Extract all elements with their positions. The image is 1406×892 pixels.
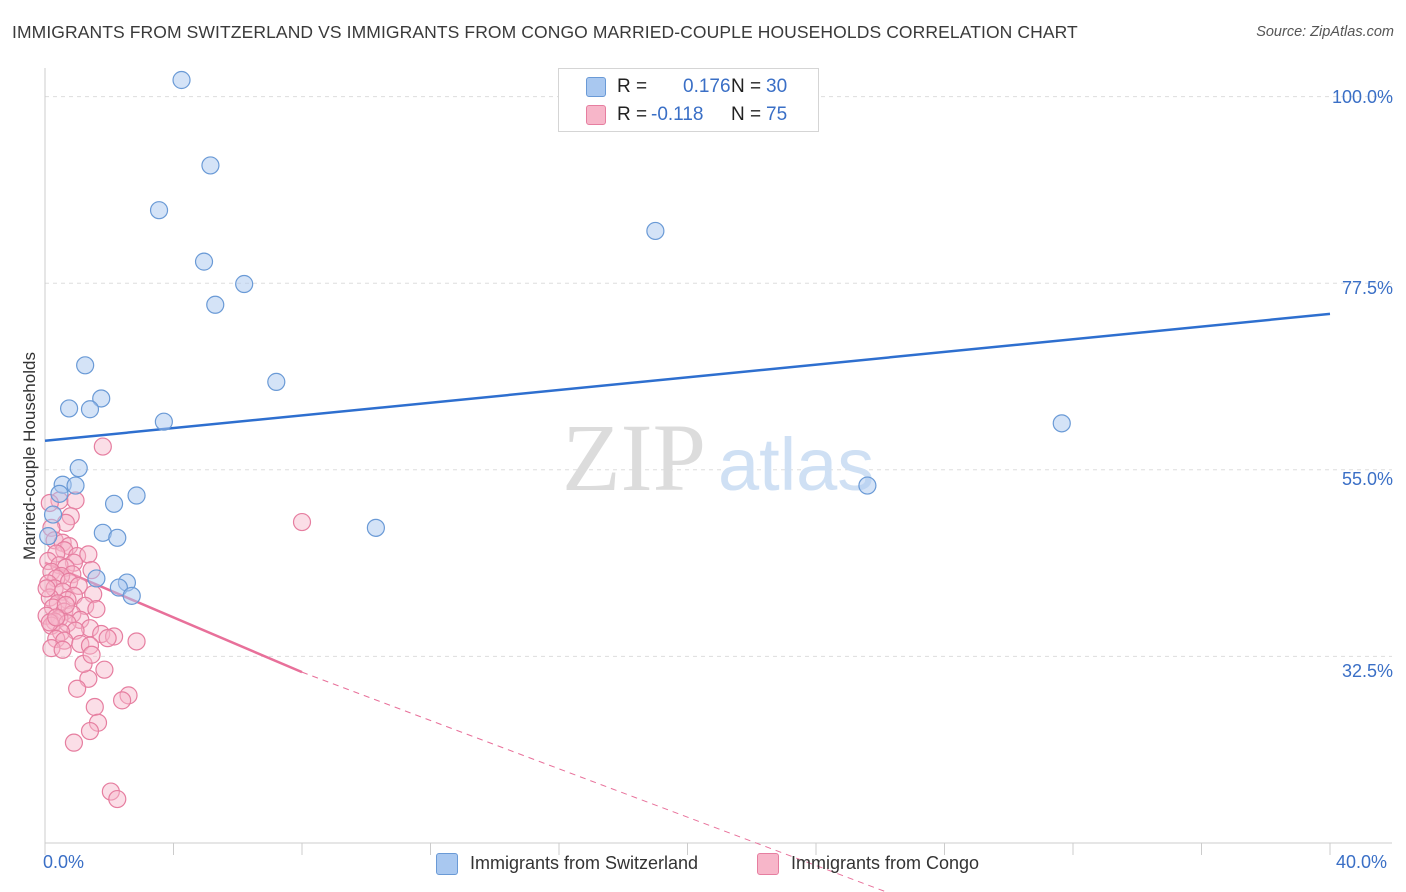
legend-r-value: -0.118 (651, 104, 704, 125)
point-switzerland-5 (235, 274, 254, 294)
point-congo-34 (76, 596, 95, 615)
point-switzerland-8 (76, 356, 95, 375)
x-tick-label-min: 0.0% (43, 852, 85, 872)
legend-swatch-congo (586, 105, 606, 125)
point-switzerland-15 (858, 476, 877, 495)
point-congo-66 (68, 679, 87, 698)
point-congo-73 (101, 782, 120, 801)
point-congo-71 (80, 721, 100, 741)
point-switzerland-21 (43, 505, 63, 524)
y-tick-label-32-5: 32.5% (1341, 661, 1393, 681)
point-switzerland-10 (59, 399, 79, 418)
point-switzerland-3 (646, 221, 665, 241)
legend-r-label: R = (617, 104, 648, 125)
series-congo-points (37, 437, 312, 809)
watermark: ZIP atlas (562, 404, 874, 511)
series-legend-swatch-switzerland (436, 853, 458, 875)
point-congo-54 (42, 639, 61, 658)
point-switzerland-11 (80, 400, 100, 419)
point-congo-68 (112, 691, 132, 710)
y-tick-label-77-5: 77.5% (1341, 278, 1393, 298)
point-congo-65 (82, 645, 101, 664)
point-congo-6 (56, 513, 75, 532)
point-switzerland-9 (92, 389, 111, 408)
point-congo-1 (292, 512, 312, 532)
chart-title: IMMIGRANTS FROM SWITZERLAND VS IMMIGRANT… (12, 22, 1078, 42)
point-switzerland-24 (108, 528, 127, 547)
trend-line-switzerland (44, 312, 1331, 443)
point-congo-61 (53, 640, 72, 659)
legend-n-label: N = (731, 76, 762, 97)
watermark-zip: ZIP (562, 404, 706, 511)
legend-swatch-switzerland (586, 77, 606, 97)
point-switzerland-29 (122, 586, 141, 605)
point-switzerland-2 (149, 201, 169, 220)
point-congo-63 (95, 660, 114, 679)
y-tick-label-55: 55.0% (1341, 469, 1393, 489)
point-congo-56 (98, 629, 117, 648)
point-congo-72 (64, 733, 84, 752)
watermark-atlas: atlas (718, 423, 874, 506)
point-congo-0 (93, 437, 112, 456)
point-congo-49 (104, 627, 124, 646)
point-congo-55 (127, 632, 146, 651)
point-switzerland-26 (87, 569, 106, 588)
point-switzerland-14 (69, 459, 88, 478)
legend-n-label: N = (731, 104, 762, 125)
point-congo-26 (69, 576, 88, 596)
source-credit: Source: ZipAtlas.com (1256, 24, 1394, 40)
axes (44, 68, 1392, 855)
series-switzerland-points (39, 70, 1071, 605)
point-switzerland-28 (109, 578, 128, 597)
point-switzerland-18 (50, 484, 69, 503)
point-congo-69 (85, 697, 104, 717)
point-switzerland-12 (154, 412, 173, 431)
point-congo-58 (56, 595, 75, 615)
series-legend-label-switzerland: Immigrants from Switzerland (470, 853, 699, 873)
point-switzerland-6 (206, 295, 225, 314)
point-switzerland-0 (172, 70, 191, 90)
point-switzerland-20 (104, 494, 124, 513)
correlation-legend: R = 0.176 N = 30 R = -0.118 N = 75 (558, 68, 819, 132)
legend-r-label: R = (617, 76, 648, 97)
trend-lines (44, 312, 1331, 892)
point-congo-15 (39, 551, 58, 571)
point-switzerland-4 (194, 252, 214, 271)
point-switzerland-22 (366, 518, 385, 537)
point-congo-60 (47, 608, 66, 627)
point-switzerland-17 (66, 476, 85, 495)
point-congo-53 (80, 636, 100, 655)
series-legend-swatch-congo (757, 853, 779, 875)
x-tick-label-max: 40.0% (1336, 852, 1388, 872)
legend-n-value: 75 (766, 104, 788, 125)
legend-row-switzerland: R = 0.176 N = 30 (559, 73, 818, 101)
legend-r-value: 0.176 (683, 76, 731, 97)
point-switzerland-13 (1052, 414, 1071, 433)
point-switzerland-25 (39, 527, 58, 546)
legend-row-congo: R = -0.118 N = 75 (559, 101, 818, 129)
gridlines (45, 96, 1392, 657)
point-congo-59 (37, 579, 56, 598)
point-switzerland-19 (127, 486, 146, 505)
series-legend-label-congo: Immigrants from Congo (791, 853, 980, 873)
legend-n-value: 30 (766, 76, 788, 97)
point-congo-74 (108, 789, 127, 809)
point-switzerland-1 (201, 156, 220, 175)
point-congo-36 (87, 600, 106, 619)
series-legend: Immigrants from Switzerland Immigrants f… (0, 852, 1406, 878)
y-tick-label-100: 100.0% (1331, 87, 1393, 107)
point-switzerland-7 (267, 372, 286, 391)
